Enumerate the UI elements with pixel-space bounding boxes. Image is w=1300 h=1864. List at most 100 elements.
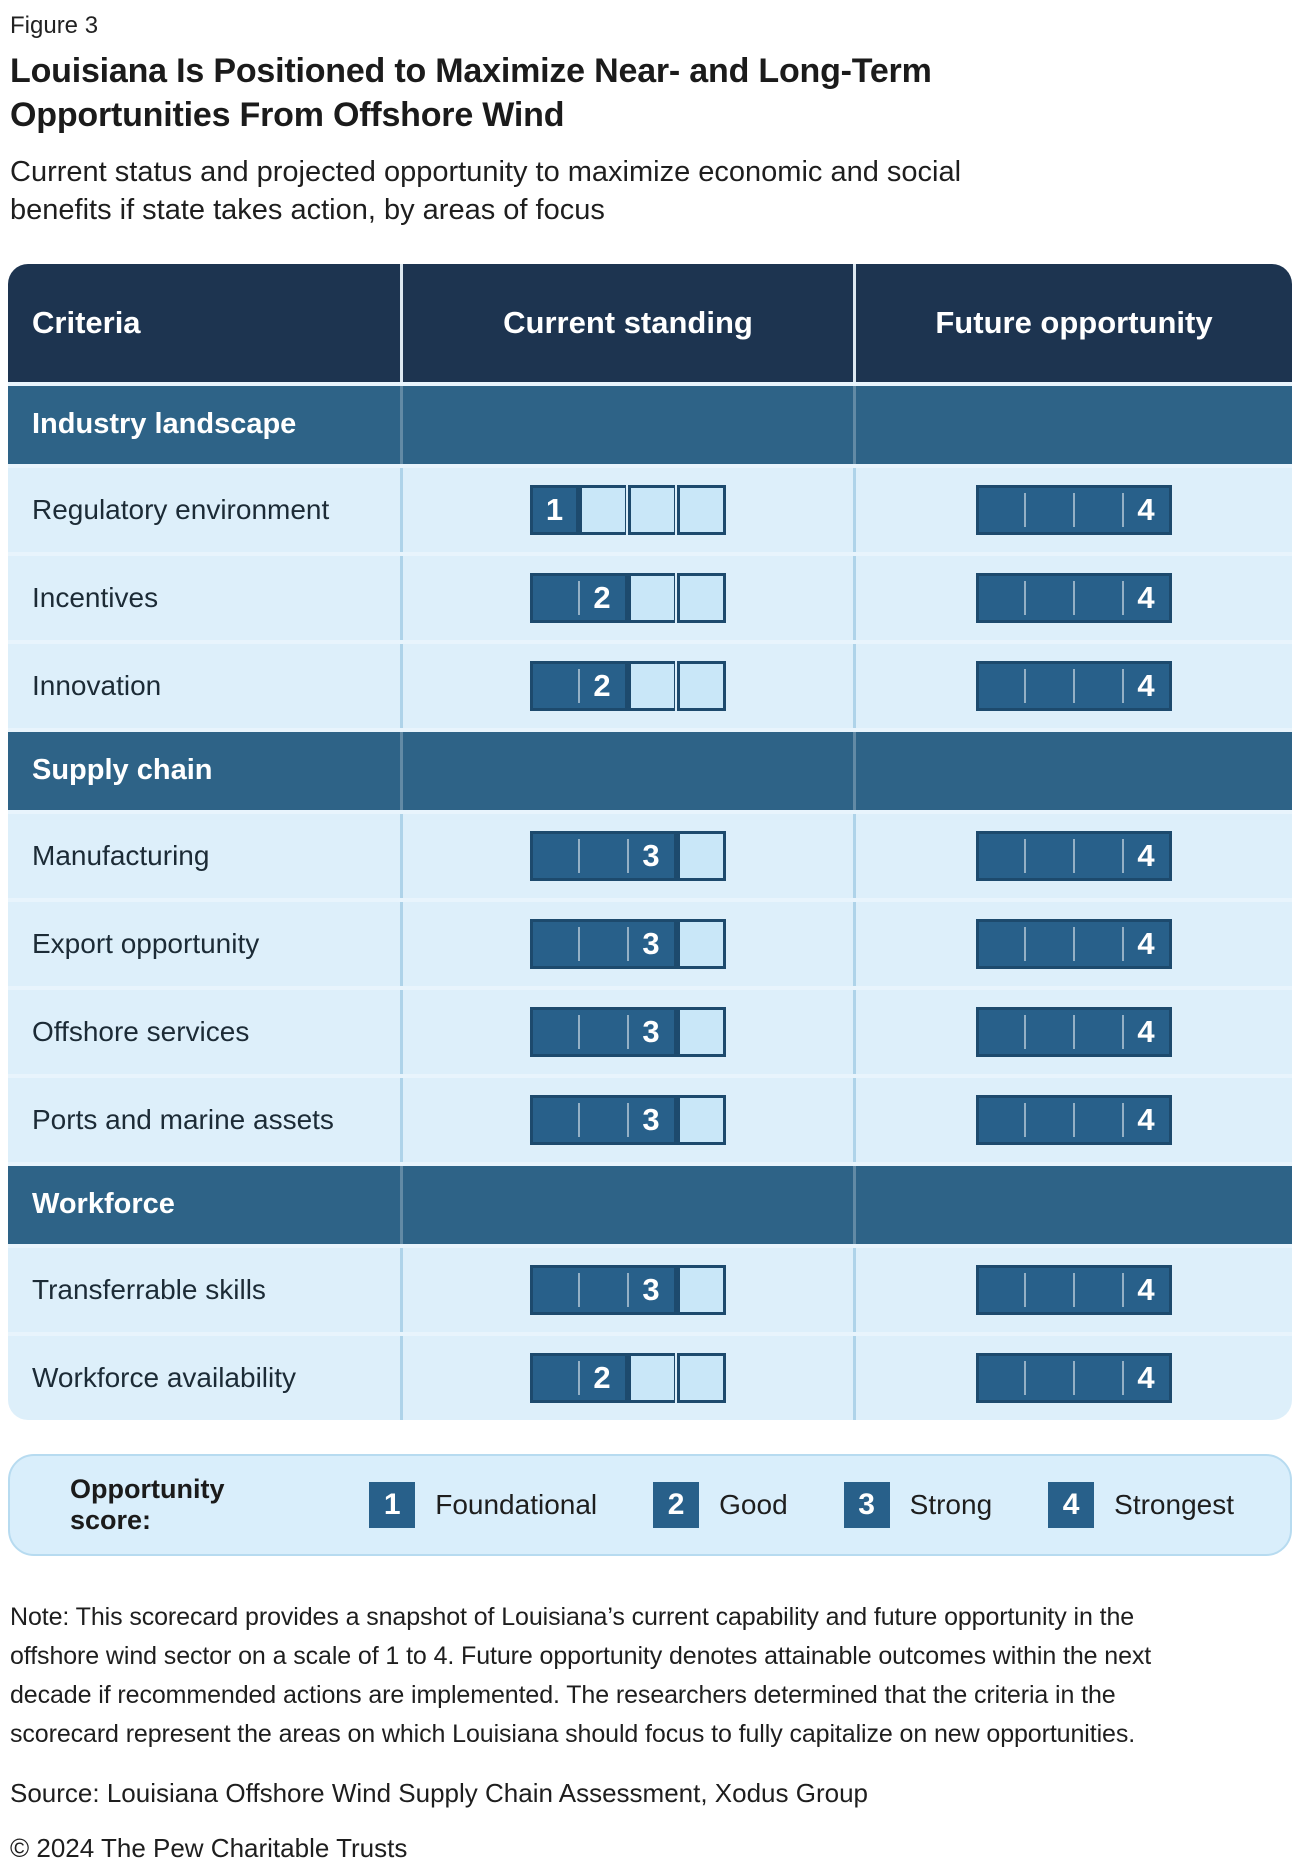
score-cell-filled xyxy=(530,1094,579,1145)
criteria-label: Innovation xyxy=(32,669,162,701)
score-bar-current: 2 xyxy=(530,572,726,623)
note-line-2: offshore wind sector on a scale of 1 to … xyxy=(10,1641,1152,1670)
score-cell-empty xyxy=(677,830,726,881)
score-bar-future: 4 xyxy=(976,572,1172,623)
score-value: 2 xyxy=(593,1359,611,1395)
legend-item: 4 Strongest xyxy=(1048,1481,1234,1528)
score-cell-filled xyxy=(976,830,1025,881)
score-cell-filled: 4 xyxy=(1122,830,1172,881)
legend-item-label: Good xyxy=(719,1488,788,1520)
score-cell-filled xyxy=(1073,660,1123,711)
score-cell-empty xyxy=(677,1094,726,1145)
legend: Opportunity score: 1 Foundational 2 Good 3 St… xyxy=(8,1453,1292,1556)
score-value: 4 xyxy=(1137,1271,1155,1307)
score-bar-current: 3 xyxy=(530,1006,726,1057)
criteria-label: Manufacturing xyxy=(32,839,210,871)
score-cell-filled: 3 xyxy=(627,830,677,881)
note-text: Note: This scorecard provides a snapshot… xyxy=(10,1598,1292,1754)
legend-score-chip: 4 xyxy=(1048,1481,1095,1528)
subtitle-line-2: benefits if state takes action, by areas… xyxy=(10,194,605,227)
figure-label: Figure 3 xyxy=(10,12,99,39)
score-cell-filled xyxy=(1024,1006,1074,1057)
table-row: Manufacturing 3 4 xyxy=(8,809,1292,898)
score-bar-future: 4 xyxy=(976,484,1172,535)
score-cell-filled xyxy=(1024,830,1074,881)
score-cell-filled xyxy=(530,918,579,969)
header-cell-future-opportunity: Future opportunity xyxy=(853,263,1292,382)
criteria-label: Export opportunity xyxy=(32,927,260,959)
score-cell-filled xyxy=(530,572,579,623)
score-bar-current: 3 xyxy=(530,1264,726,1315)
copyright-text: © 2024 The Pew Charitable Trusts xyxy=(10,1832,408,1863)
score-cell-filled: 4 xyxy=(1122,1094,1172,1145)
score-cell-filled xyxy=(1073,572,1123,623)
score-cell-filled xyxy=(1024,660,1074,711)
note-line-3: decade if recommended actions are implem… xyxy=(10,1680,1116,1709)
score-cell-filled: 4 xyxy=(1122,1006,1172,1057)
score-cell-filled: 4 xyxy=(1122,572,1172,623)
score-bar-current: 2 xyxy=(530,1352,726,1403)
table-row: Workforce availability 2 4 xyxy=(8,1331,1292,1420)
score-cell-empty xyxy=(579,484,628,535)
score-cell-filled: 4 xyxy=(1122,918,1172,969)
score-cell-filled xyxy=(578,918,628,969)
score-cell-filled: 4 xyxy=(1122,660,1172,711)
score-bar-future: 4 xyxy=(976,830,1172,881)
score-cell-filled: 3 xyxy=(627,1264,677,1315)
scorecard-table: Criteria Current standing Future opportu… xyxy=(8,263,1292,1420)
score-cell-filled xyxy=(1024,1264,1074,1315)
score-cell-filled xyxy=(1073,830,1123,881)
criteria-label: Incentives xyxy=(32,581,159,613)
score-value: 3 xyxy=(642,925,660,961)
legend-item: 3 Strong xyxy=(843,1481,992,1528)
table-row: Export opportunity 3 4 xyxy=(8,897,1292,986)
criteria-label: Workforce availability xyxy=(32,1361,297,1393)
score-cell-filled xyxy=(1024,572,1074,623)
score-value: 1 xyxy=(545,491,564,527)
score-bar-current: 3 xyxy=(530,918,726,969)
score-cell-filled xyxy=(578,830,628,881)
score-bar-current: 2 xyxy=(530,660,726,711)
score-cell-filled xyxy=(976,1094,1025,1145)
score-value: 4 xyxy=(1137,667,1155,703)
score-cell-filled: 4 xyxy=(1122,1352,1172,1403)
score-cell-empty xyxy=(677,660,726,711)
score-cell-filled: 2 xyxy=(578,572,628,623)
score-cell-filled xyxy=(1073,918,1123,969)
score-value: 3 xyxy=(642,1013,660,1049)
table-row: Incentives 2 4 xyxy=(8,551,1292,640)
section-label: Supply chain xyxy=(32,754,213,787)
score-value: 3 xyxy=(642,837,660,873)
score-bar-current: 3 xyxy=(530,1094,726,1145)
score-value: 4 xyxy=(1137,1101,1155,1137)
score-cell-filled xyxy=(1024,1352,1074,1403)
legend-item: 2 Good xyxy=(653,1481,788,1528)
table-row: Transferrable skills 3 4 xyxy=(8,1243,1292,1332)
score-bar-future: 4 xyxy=(976,1352,1172,1403)
legend-score-chip: 2 xyxy=(653,1481,700,1528)
table-row: Regulatory environment 1 4 xyxy=(8,463,1292,552)
section-row: Workforce xyxy=(8,1161,1292,1244)
section-label: Workforce xyxy=(32,1188,175,1221)
criteria-label: Offshore services xyxy=(32,1015,250,1047)
title-line-2: Opportunities From Offshore Wind xyxy=(10,95,565,134)
section-row: Industry landscape xyxy=(8,381,1292,464)
score-cell-filled xyxy=(1073,1094,1123,1145)
section-label: Industry landscape xyxy=(32,408,297,441)
criteria-label: Regulatory environment xyxy=(32,493,330,525)
score-cell-filled xyxy=(530,830,579,881)
score-cell-empty xyxy=(677,484,726,535)
score-cell-filled xyxy=(976,1352,1025,1403)
score-cell-filled: 3 xyxy=(627,918,677,969)
legend-item-label: Foundational xyxy=(435,1488,598,1520)
score-cell-filled xyxy=(976,660,1025,711)
score-value: 3 xyxy=(642,1271,660,1307)
source-text: Source: Louisiana Offshore Wind Supply C… xyxy=(10,1777,868,1808)
table-row: Innovation 2 4 xyxy=(8,639,1292,728)
score-value: 4 xyxy=(1137,925,1155,961)
score-cell-filled xyxy=(1073,1352,1123,1403)
score-cell-filled xyxy=(530,660,579,711)
score-cell-empty xyxy=(628,572,677,623)
criteria-label: Transferrable skills xyxy=(32,1273,266,1305)
criteria-label: Ports and marine assets xyxy=(32,1103,334,1135)
